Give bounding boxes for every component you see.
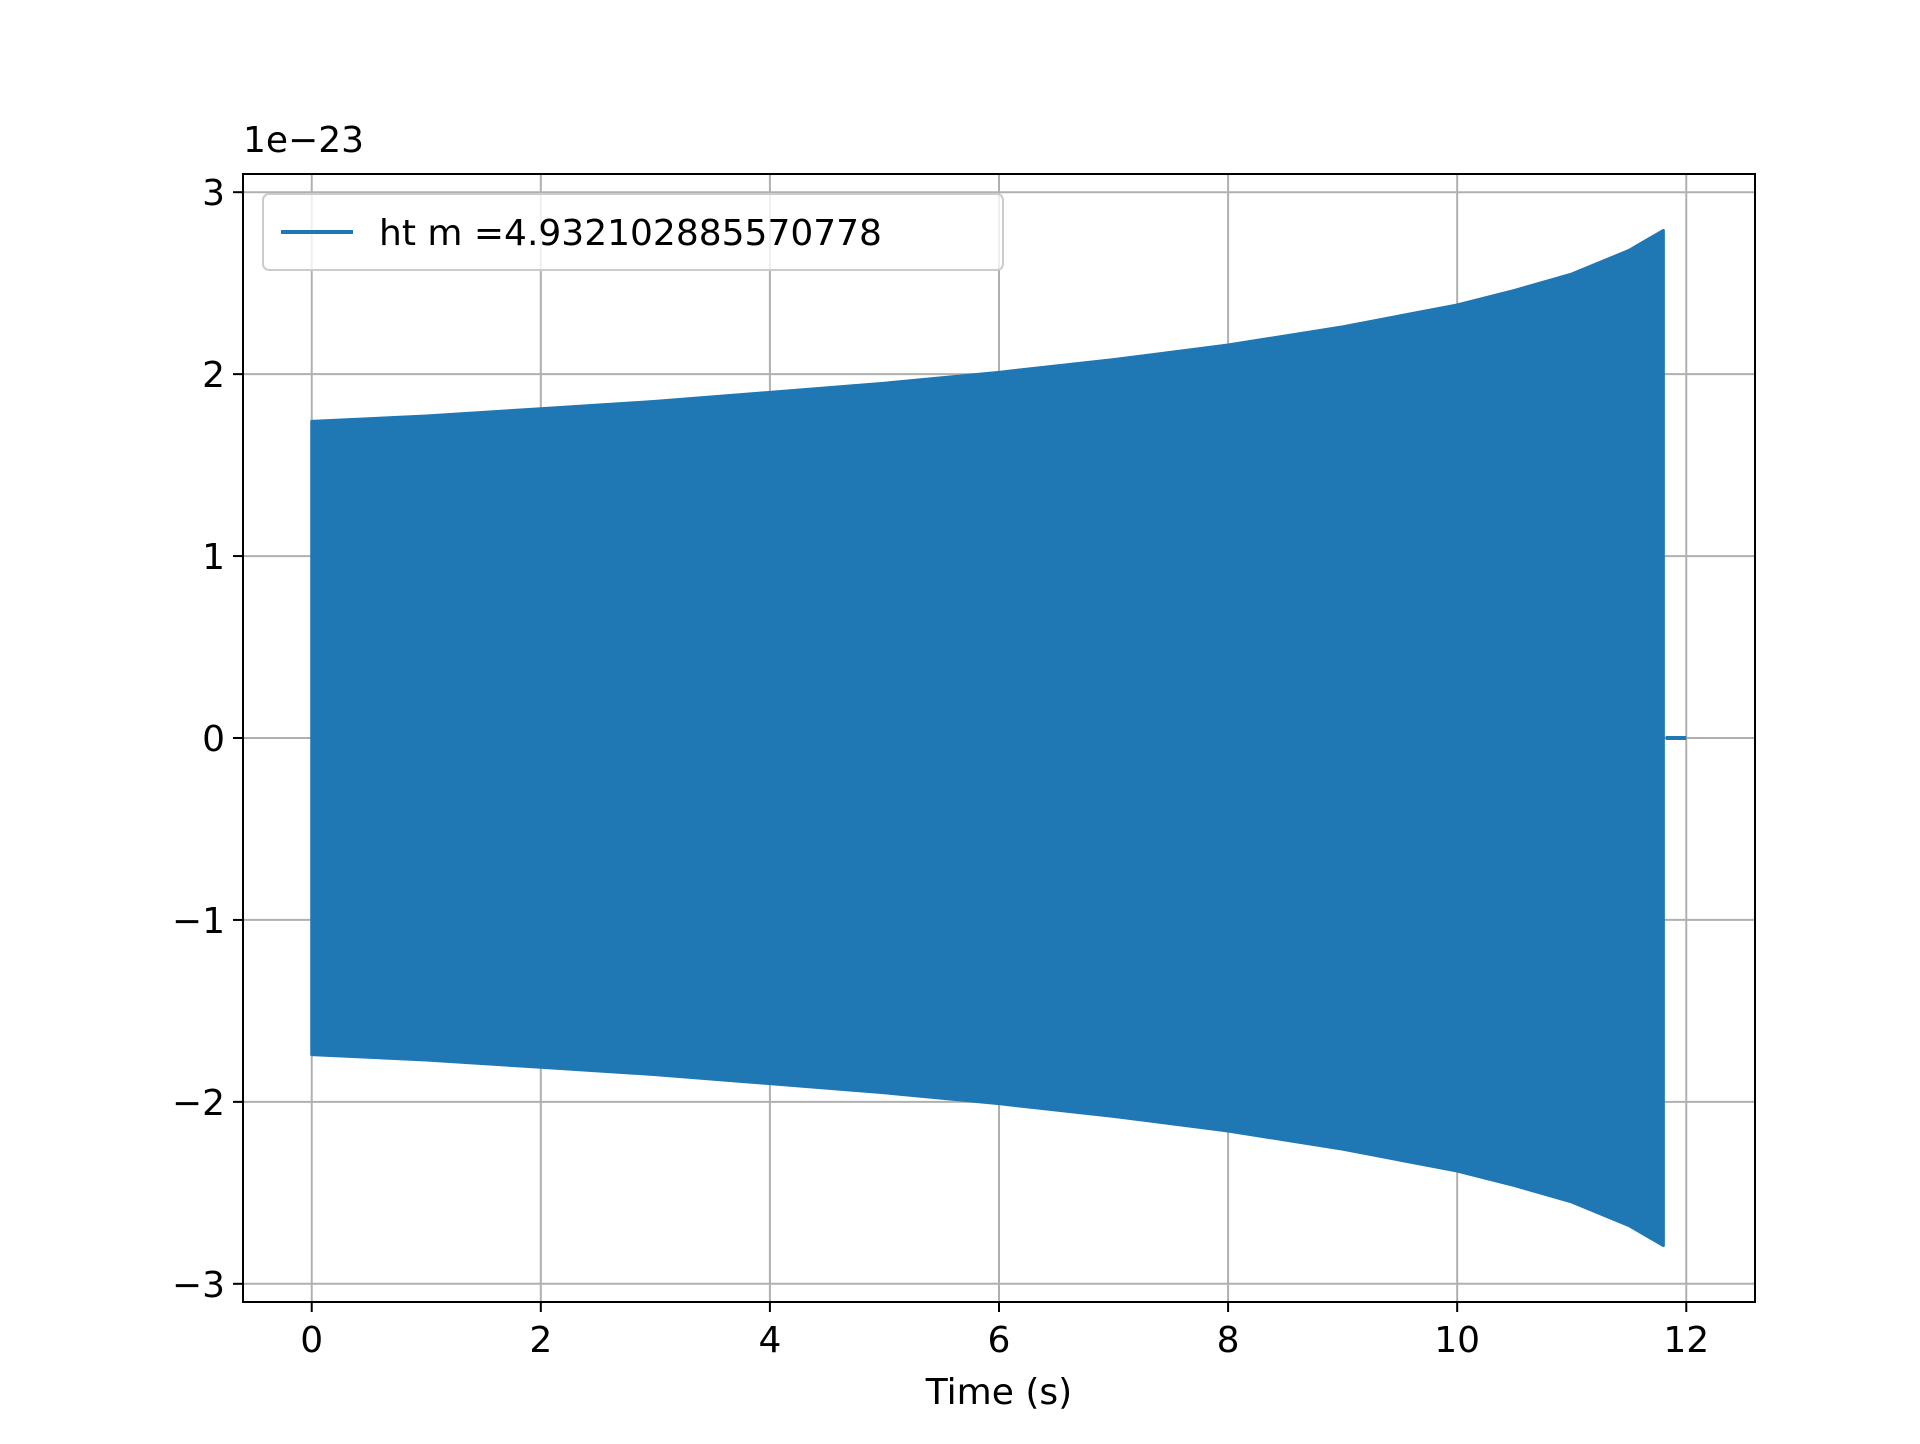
y-tick-label: 0 (202, 719, 225, 760)
x-tick-label: 0 (300, 1320, 323, 1361)
legend: ht m =4.932102885570778 (262, 193, 1004, 271)
legend-label: ht m =4.932102885570778 (379, 213, 882, 254)
x-axis-label: Time (s) (925, 1372, 1072, 1413)
x-tick-label: 4 (758, 1320, 781, 1361)
y-offset-label: 1e−23 (243, 120, 364, 161)
y-tick-label: 2 (202, 355, 225, 396)
y-tick-label: −3 (172, 1265, 225, 1306)
series-waveform (310, 228, 1665, 1248)
x-tick-label: 12 (1663, 1320, 1709, 1361)
y-tick-label: 3 (202, 173, 225, 214)
y-tick-label: 1 (202, 537, 225, 578)
x-tick-label: 6 (988, 1320, 1011, 1361)
x-tick-label: 2 (529, 1320, 552, 1361)
y-tick-label: −2 (172, 1083, 225, 1124)
legend-box (262, 193, 1004, 271)
y-tick-label: −1 (172, 901, 225, 942)
x-tick-label: 8 (1217, 1320, 1240, 1361)
x-tick-label: 10 (1434, 1320, 1480, 1361)
plot-area (310, 228, 1687, 1248)
